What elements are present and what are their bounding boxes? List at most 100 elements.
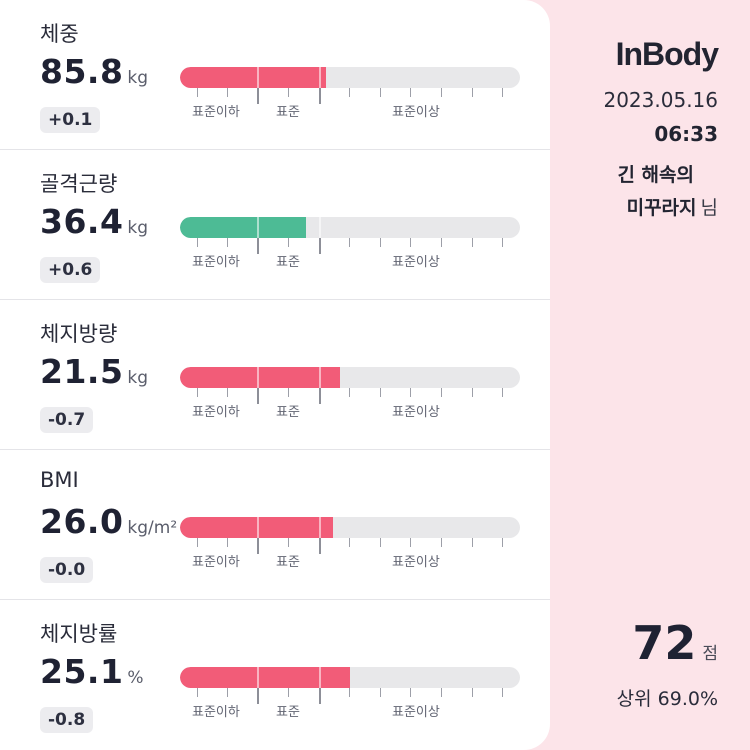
measurement-time: 06:33 <box>654 122 718 146</box>
metric-row-skeletal-muscle[interactable]: 골격근량 36.4 kg +0.6 표준이하 표준 표준이상 <box>0 150 550 300</box>
inbody-logo: InBody <box>615 36 719 72</box>
scale-tick <box>441 538 442 547</box>
range-bar <box>180 67 520 88</box>
range-label-over: 표준이상 <box>392 105 440 120</box>
metric-row-body-fat-percent[interactable]: 체지방률 25.1% -0.8 표준이하 표준 표준이상 <box>0 600 550 750</box>
range-bar-fill <box>180 517 333 538</box>
scale-tick <box>472 388 473 397</box>
scale-tick <box>227 688 228 697</box>
scale-tick <box>227 538 228 547</box>
scale-tick <box>502 88 503 97</box>
range-label-normal: 표준 <box>276 555 300 570</box>
scale-ticks <box>180 238 520 254</box>
user-honorific: 님 <box>700 197 718 219</box>
scale-tick <box>288 238 289 247</box>
metric-value: 36.4 <box>40 202 124 241</box>
bar-segment-divider <box>319 367 321 388</box>
scale-tick <box>227 88 228 97</box>
scale-tick <box>441 388 442 397</box>
scale-ticks <box>180 688 520 704</box>
range-bar <box>180 367 520 388</box>
delta-badge: -0.8 <box>40 707 94 733</box>
bar-segment-divider <box>319 217 321 238</box>
divider <box>0 149 550 150</box>
scale-tick <box>502 238 503 247</box>
scale-tick <box>349 538 350 547</box>
scale-tick <box>410 388 411 397</box>
metric-value: 21.5 <box>40 352 124 391</box>
summary-panel: InBody 2023.05.16 06:33 긴 해속의 미꾸라지 님 72 점 … <box>550 0 750 750</box>
metric-value: 25.1 <box>40 652 124 691</box>
scale-ticks <box>180 88 520 104</box>
scale-tick <box>349 238 350 247</box>
delta-badge: +0.6 <box>40 257 101 283</box>
scale-tick <box>472 538 473 547</box>
metric-row-body-fat-mass[interactable]: 체지방량 21.5 kg -0.7 표준이하 표준 표준이상 <box>0 300 550 450</box>
bar-segment-divider <box>257 67 259 88</box>
scale-ticks <box>180 388 520 404</box>
scale-major-tick <box>257 688 259 704</box>
bar-segment-divider <box>319 67 321 88</box>
scale-tick <box>502 688 503 697</box>
scale-tick <box>410 88 411 97</box>
scale-tick <box>410 688 411 697</box>
scale-tick <box>288 88 289 97</box>
bar-segment-divider <box>257 217 259 238</box>
metric-unit: kg <box>127 68 149 88</box>
range-label-under: 표준이하 <box>192 255 240 270</box>
scale-major-tick <box>319 538 321 554</box>
range-label-normal: 표준 <box>276 255 300 270</box>
range-label-over: 표준이상 <box>392 405 440 420</box>
scale-tick <box>472 88 473 97</box>
metric-unit: kg/m² <box>127 518 178 538</box>
bar-segment-divider <box>319 667 321 688</box>
scale-tick <box>380 538 381 547</box>
score-unit: 점 <box>702 644 718 664</box>
measurement-date: 2023.05.16 <box>603 88 718 112</box>
scale-major-tick <box>319 688 321 704</box>
scale-major-tick <box>257 538 259 554</box>
scale-major-tick <box>257 388 259 404</box>
range-label-over: 표준이상 <box>392 705 440 720</box>
scale-major-tick <box>319 88 321 104</box>
inbody-score[interactable]: 72 점 <box>632 616 718 670</box>
metric-row-bmi[interactable]: BMI 26.0 kg/m² -0.0 표준이하 표준 표준이상 <box>0 450 550 600</box>
scale-tick <box>441 238 442 247</box>
metric-value: 26.0 <box>40 502 124 541</box>
scale-tick <box>472 238 473 247</box>
metric-row-weight[interactable]: 체중 85.8 kg +0.1 표준이하 표준 표준이상 <box>0 0 550 150</box>
metric-value-wrap: 21.5 kg <box>40 352 148 392</box>
score-rank: 상위 69.0% <box>616 688 718 710</box>
scale-tick <box>472 688 473 697</box>
delta-badge: -0.7 <box>40 407 94 433</box>
metric-value-wrap: 85.8 kg <box>40 52 148 92</box>
scale-tick <box>197 88 198 97</box>
range-label-under: 표준이하 <box>192 105 240 120</box>
range-bar-fill <box>180 367 340 388</box>
scale-tick <box>380 388 381 397</box>
metric-label: BMI <box>40 468 79 492</box>
metric-value-wrap: 36.4 kg <box>40 202 148 242</box>
scale-tick <box>197 538 198 547</box>
bar-segment-divider <box>257 517 259 538</box>
scale-tick <box>227 388 228 397</box>
scale-tick <box>197 688 198 697</box>
metric-label: 체지방량 <box>40 322 118 346</box>
range-label-normal: 표준 <box>276 105 300 120</box>
scale-tick <box>349 688 350 697</box>
range-bar-fill <box>180 667 350 688</box>
bar-segment-divider <box>319 517 321 538</box>
scale-major-tick <box>257 88 259 104</box>
metrics-card: 체중 85.8 kg +0.1 표준이하 표준 표준이상 골격근량 36.4 kg … <box>0 0 550 750</box>
metric-unit: % <box>127 668 144 688</box>
scale-tick <box>502 388 503 397</box>
range-bar-fill <box>180 67 327 88</box>
scale-major-tick <box>319 238 321 254</box>
scale-tick <box>288 388 289 397</box>
scale-tick <box>410 238 411 247</box>
delta-badge: -0.0 <box>40 557 94 583</box>
scale-ticks <box>180 538 520 554</box>
delta-badge: +0.1 <box>40 107 101 133</box>
bar-segment-divider <box>257 367 259 388</box>
range-bar <box>180 517 520 538</box>
